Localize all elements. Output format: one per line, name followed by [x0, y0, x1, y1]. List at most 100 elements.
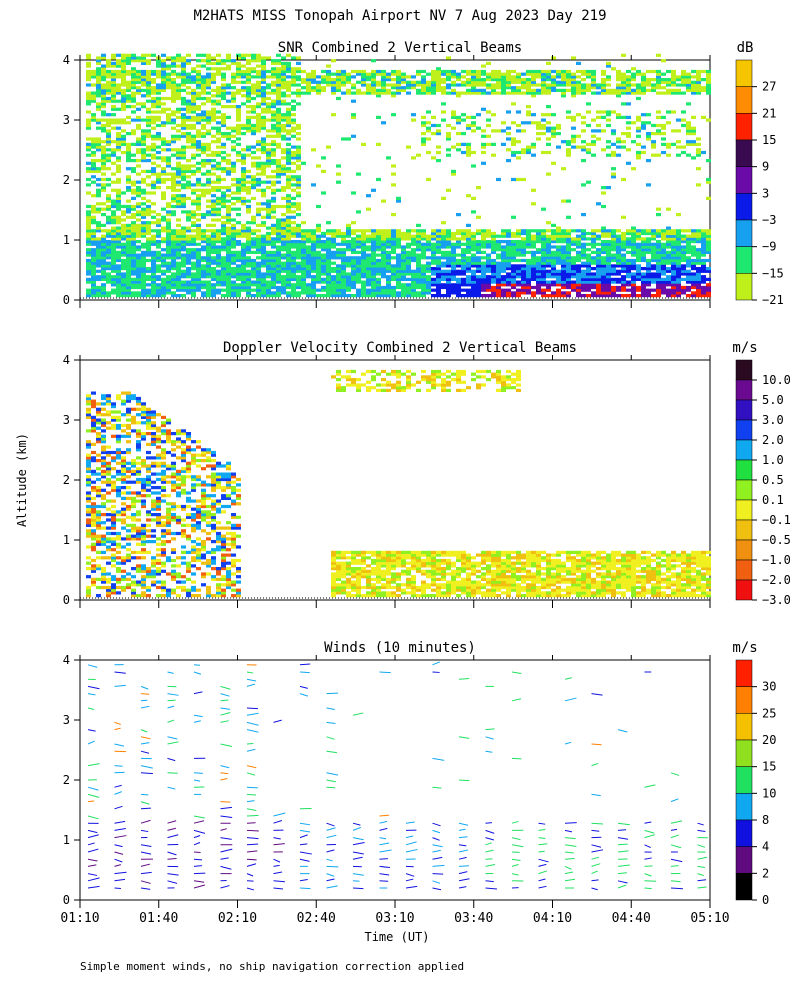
snr-cell [256, 280, 261, 284]
snr-cell [106, 134, 111, 138]
snr-cell [121, 267, 126, 271]
snr-cell [531, 245, 536, 249]
snr-cell [641, 256, 646, 260]
snr-cell [576, 272, 581, 276]
snr-cell [561, 294, 566, 298]
snr-cell [411, 75, 416, 79]
snr-cell [106, 142, 111, 146]
snr-cell [616, 94, 621, 98]
snr-cell [271, 159, 276, 163]
snr-cell [261, 75, 266, 79]
snr-cell [576, 283, 581, 287]
snr-cell [486, 283, 491, 287]
snr-cell [406, 145, 411, 149]
snr-cell [166, 164, 171, 168]
snr-cell [401, 288, 406, 292]
snr-cell [181, 145, 186, 149]
snr-cell [221, 196, 226, 200]
snr-cell [281, 78, 286, 82]
snr-cell [506, 132, 511, 136]
snr-cell [136, 159, 141, 163]
snr-cell [201, 123, 206, 128]
snr-cell [491, 69, 496, 74]
snr-cell [286, 253, 291, 257]
snr-cell [606, 288, 611, 292]
snr-cell [531, 237, 536, 241]
snr-cell [321, 191, 326, 195]
snr-cell [651, 248, 656, 252]
snr-cell [401, 86, 406, 90]
snr-cell [591, 86, 596, 90]
snr-cell [221, 177, 226, 182]
snr-cell [231, 126, 236, 130]
snr-cell [281, 186, 286, 190]
snr-cell [331, 240, 336, 244]
snr-cell [496, 75, 501, 79]
snr-cell [86, 145, 91, 149]
snr-cell [201, 194, 206, 198]
snr-cell [176, 275, 181, 279]
snr-cell [261, 188, 266, 192]
snr-cell [491, 245, 496, 249]
snr-cell [91, 218, 96, 222]
snr-cell [381, 288, 386, 292]
snr-cell [141, 59, 146, 63]
snr-cell [336, 253, 341, 257]
snr-cell [286, 132, 291, 136]
snr-cell [251, 164, 256, 168]
snr-cell [131, 183, 136, 187]
snr-cell [516, 150, 521, 155]
snr-cell [206, 121, 211, 125]
snr-cell [121, 59, 126, 63]
snr-cell [251, 86, 256, 90]
snr-cell [251, 231, 256, 236]
snr-cell [426, 264, 431, 268]
snr-cell [601, 272, 606, 276]
snr-cell [521, 229, 526, 233]
snr-cell [621, 264, 626, 268]
snr-cell [241, 172, 246, 176]
snr-cell [516, 272, 521, 276]
snr-cell [121, 91, 126, 95]
snr-cell [161, 229, 166, 233]
snr-cell [376, 234, 381, 238]
snr-cell [476, 83, 481, 87]
snr-cell [641, 258, 646, 263]
snr-cell [356, 234, 361, 238]
snr-cell [156, 256, 161, 260]
snr-cell [96, 105, 101, 109]
snr-cell [111, 94, 116, 98]
snr-cell [586, 237, 591, 241]
snr-cell [176, 59, 181, 63]
snr-cell [646, 80, 651, 84]
snr-cell [156, 264, 161, 268]
snr-cell [556, 248, 561, 252]
snr-cell [236, 183, 241, 187]
snr-cell [331, 88, 336, 92]
snr-cell [541, 264, 546, 268]
snr-cell [506, 291, 511, 295]
snr-cell [136, 91, 141, 95]
snr-cell [266, 199, 271, 203]
snr-cell [476, 231, 481, 236]
snr-cell [506, 78, 511, 82]
snr-cell [141, 94, 146, 98]
snr-cell [296, 123, 301, 128]
snr-cell [141, 118, 146, 122]
snr-cell [276, 275, 281, 279]
snr-cell [246, 145, 251, 149]
snr-cell [206, 159, 211, 163]
snr-cell [461, 294, 466, 298]
snr-cell [521, 248, 526, 252]
snr-cell [111, 105, 116, 109]
snr-cell [641, 72, 646, 76]
snr-cell [286, 121, 291, 125]
snr-cell [626, 126, 631, 130]
snr-cell [306, 231, 311, 236]
snr-cell [206, 132, 211, 136]
snr-cell [226, 53, 231, 57]
snr-cell [471, 86, 476, 90]
snr-cell [166, 256, 171, 260]
snr-cell [86, 91, 91, 95]
snr-cell [506, 261, 511, 265]
